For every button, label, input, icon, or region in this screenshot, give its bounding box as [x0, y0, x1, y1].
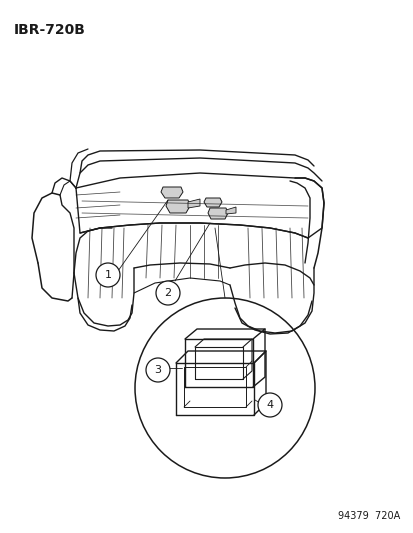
Text: 94379  720A: 94379 720A — [337, 511, 399, 521]
Text: 3: 3 — [154, 365, 161, 375]
Polygon shape — [188, 199, 199, 208]
Text: 2: 2 — [164, 288, 171, 298]
Polygon shape — [225, 207, 235, 214]
Polygon shape — [166, 200, 190, 213]
Circle shape — [156, 281, 180, 305]
Text: IBR-720B: IBR-720B — [14, 23, 85, 37]
Circle shape — [96, 263, 120, 287]
Polygon shape — [161, 187, 183, 198]
Circle shape — [146, 358, 170, 382]
Text: 1: 1 — [104, 270, 111, 280]
Circle shape — [257, 393, 281, 417]
Polygon shape — [204, 198, 221, 207]
Text: 4: 4 — [266, 400, 273, 410]
Polygon shape — [207, 208, 228, 219]
